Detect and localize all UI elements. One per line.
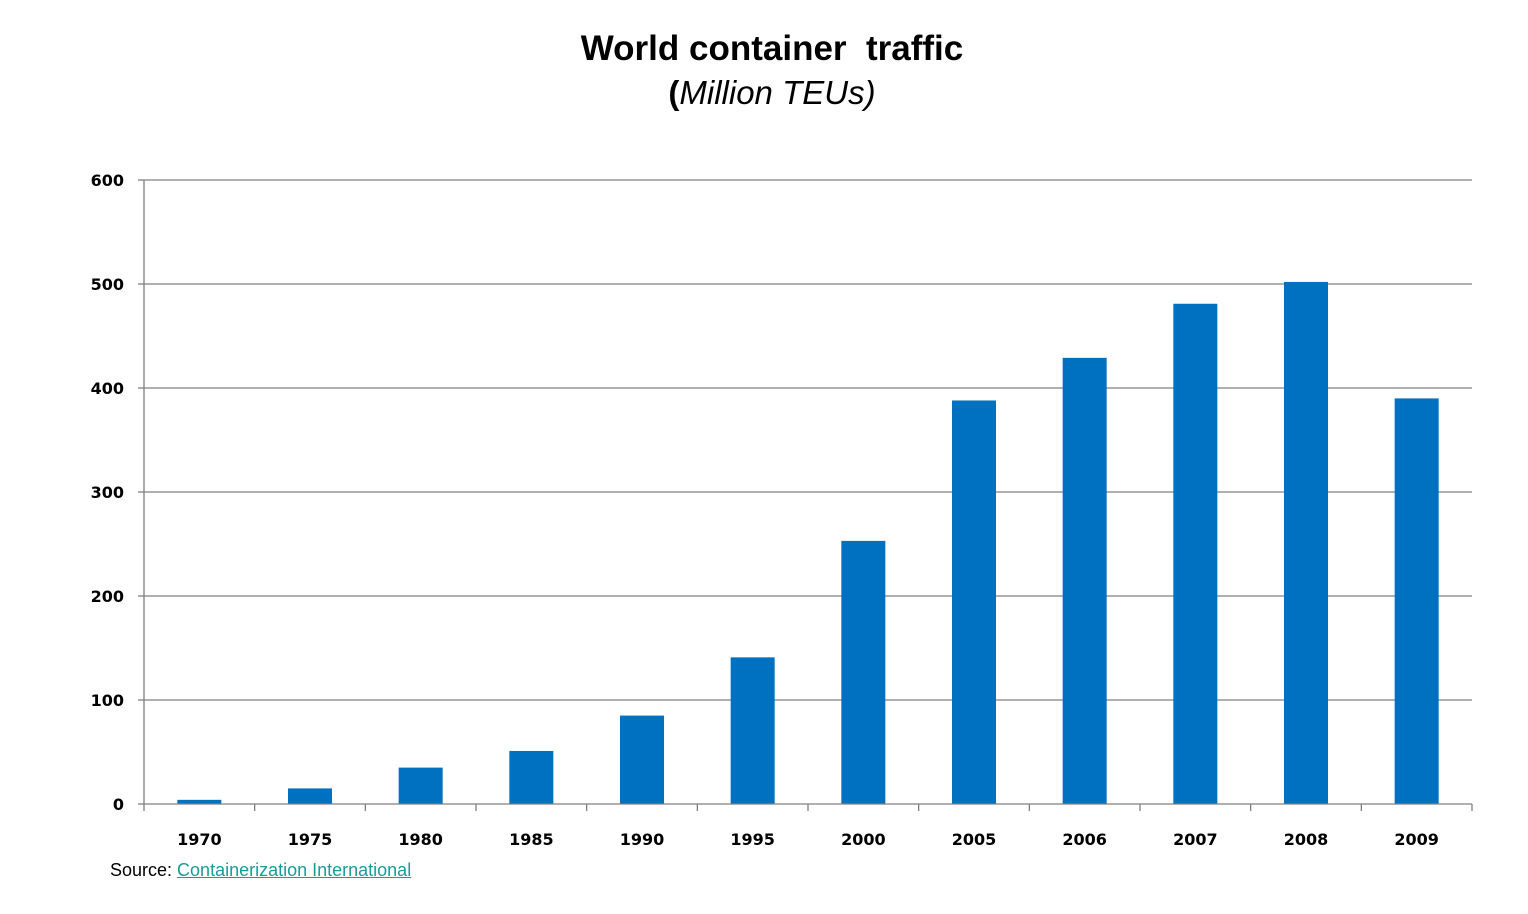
- source-link[interactable]: Containerization International: [177, 860, 412, 880]
- y-tick-label: 300: [91, 483, 124, 502]
- bar-2006: [1062, 357, 1107, 804]
- y-tick-label: 600: [91, 171, 124, 190]
- bar-1970: [177, 799, 222, 804]
- source-note: Source: Containerization International: [110, 860, 411, 881]
- y-tick-label: 500: [91, 275, 124, 294]
- x-tick-label: 1990: [620, 830, 665, 849]
- bar-2007: [1173, 303, 1218, 804]
- bar-1980: [398, 767, 443, 804]
- bar-2000: [841, 540, 886, 804]
- bar-1990: [620, 715, 664, 804]
- x-tick-label: 2000: [841, 830, 886, 849]
- bars: [177, 281, 1439, 804]
- bar-2009: [1394, 398, 1439, 804]
- y-tick-label: 100: [91, 691, 124, 710]
- subtitle-units: Million TEUs: [679, 74, 865, 111]
- bar-1985: [509, 750, 554, 804]
- x-tick-label: 1970: [177, 830, 222, 849]
- chart-title: World container traffic: [580, 29, 964, 68]
- chart-subtitle: (Million TEUs): [0, 72, 1528, 114]
- gridlines: [144, 179, 1472, 701]
- x-tick-label: 1995: [730, 830, 775, 849]
- title-block: World container traffic (Million TEUs): [0, 26, 1528, 114]
- x-tick-label: 1980: [398, 830, 443, 849]
- bar-1995: [730, 657, 775, 804]
- subtitle-open-paren: (: [668, 74, 680, 111]
- source-label: Source:: [110, 860, 178, 880]
- axes: [138, 179, 1473, 811]
- y-tick-label: 200: [91, 587, 124, 606]
- x-tick-label: 2006: [1062, 830, 1107, 849]
- x-tick-label: 2008: [1284, 830, 1329, 849]
- y-tick-label: 400: [91, 379, 124, 398]
- x-tick-label: 1985: [509, 830, 554, 849]
- bar-2008: [1284, 281, 1328, 804]
- subtitle-close-paren: ): [864, 74, 876, 111]
- x-tick-label: 1975: [288, 830, 333, 849]
- tick-labels: 0 100 200 300 400 500 600 1970 1975 1980 1985 1990 1…: [91, 171, 1439, 849]
- bar-2005: [952, 400, 996, 804]
- x-tick-label: 2005: [952, 830, 997, 849]
- x-tick-label: 2007: [1173, 830, 1218, 849]
- x-tick-label: 2009: [1394, 830, 1439, 849]
- y-tick-label: 0: [113, 795, 124, 814]
- bar-1975: [288, 788, 332, 804]
